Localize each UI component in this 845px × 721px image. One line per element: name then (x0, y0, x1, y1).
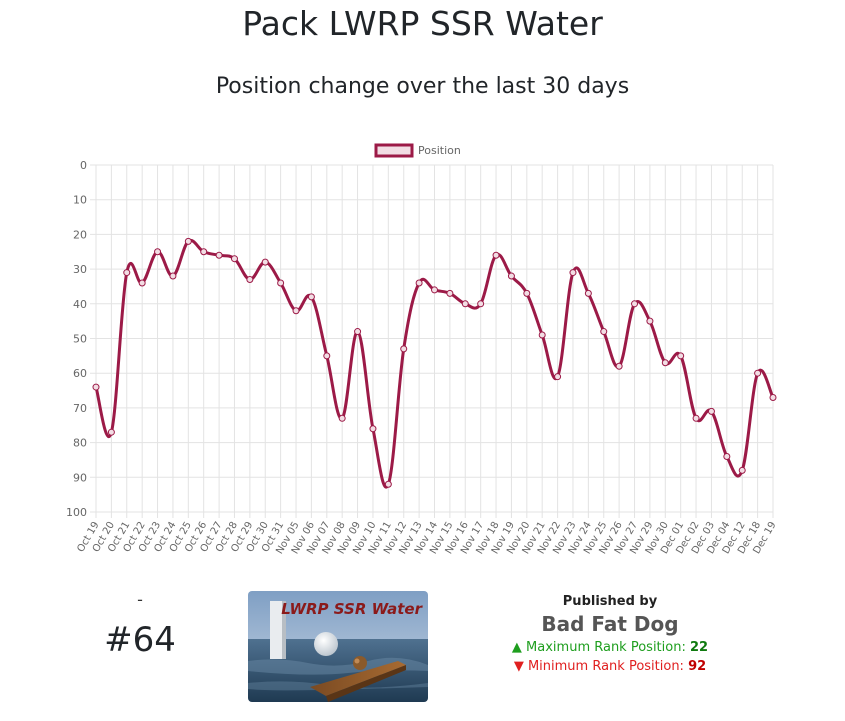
data-point[interactable] (277, 279, 285, 287)
data-point[interactable] (538, 331, 546, 339)
data-point[interactable] (230, 255, 238, 263)
data-point[interactable] (200, 248, 208, 256)
data-point[interactable] (215, 251, 223, 259)
y-tick-label: 30 (73, 263, 87, 276)
data-point[interactable] (754, 369, 762, 377)
down-arrow-icon: ▼ (513, 659, 524, 674)
data-point[interactable] (477, 300, 485, 308)
min-rank-label: Minimum Rank Position: (527, 659, 684, 674)
y-tick-label: 50 (73, 333, 87, 346)
position-points (92, 237, 777, 488)
thumbnail-scene-icon (248, 591, 428, 702)
min-rank-line: ▼ Minimum Rank Position: 92 (500, 659, 720, 674)
data-point[interactable] (523, 289, 531, 297)
data-point[interactable] (507, 272, 515, 280)
y-axis: 0 10 20 30 40 50 60 70 80 90 100 (66, 159, 87, 519)
data-point[interactable] (292, 307, 300, 315)
data-point[interactable] (246, 276, 254, 284)
data-point[interactable] (323, 352, 331, 360)
data-point[interactable] (707, 407, 715, 415)
data-point[interactable] (723, 452, 731, 460)
data-point[interactable] (123, 269, 131, 277)
data-point[interactable] (677, 352, 685, 360)
data-point[interactable] (369, 425, 377, 433)
data-point[interactable] (569, 269, 577, 277)
chart-legend[interactable]: Position (374, 143, 461, 158)
data-point[interactable] (400, 345, 408, 353)
data-point[interactable] (307, 293, 315, 301)
y-tick-label: 0 (80, 159, 87, 172)
publisher-panel: Published by Bad Fat Dog ▲ Maximum Rank … (500, 594, 720, 674)
legend-swatch (374, 143, 414, 158)
data-point[interactable] (692, 414, 700, 422)
data-point[interactable] (446, 289, 454, 297)
data-point[interactable] (738, 466, 746, 474)
current-rank: #64 (104, 620, 176, 660)
data-point[interactable] (154, 248, 162, 256)
max-rank-line: ▲ Maximum Rank Position: 22 (500, 640, 720, 655)
data-point[interactable] (169, 272, 177, 280)
y-tick-label: 60 (73, 367, 87, 380)
data-point[interactable] (138, 279, 146, 287)
page-subtitle: Position change over the last 30 days (215, 74, 630, 99)
data-point[interactable] (661, 359, 669, 367)
thumbnail-title: LWRP SSR Water (281, 600, 422, 618)
y-tick-label: 20 (73, 228, 87, 241)
data-point[interactable] (631, 300, 639, 308)
data-point[interactable] (107, 428, 115, 436)
data-point[interactable] (492, 251, 500, 259)
position-line-chart: Position 0 10 20 30 40 50 60 70 80 90 100 Oct 19Oc… (66, 143, 779, 556)
data-point[interactable] (384, 480, 392, 488)
data-point[interactable] (461, 300, 469, 308)
y-tick-label: 100 (66, 506, 87, 519)
data-point[interactable] (261, 258, 269, 266)
data-point[interactable] (354, 328, 362, 336)
min-rank-value: 92 (688, 659, 707, 674)
data-point[interactable] (554, 373, 562, 381)
y-tick-label: 10 (73, 194, 87, 207)
data-point[interactable] (600, 328, 608, 336)
y-tick-label: 80 (73, 437, 87, 450)
data-point[interactable] (415, 279, 423, 287)
max-rank-value: 22 (689, 640, 709, 655)
data-point[interactable] (184, 237, 192, 245)
data-point[interactable] (92, 383, 100, 391)
data-point[interactable] (646, 317, 654, 325)
y-tick-label: 70 (73, 402, 87, 415)
y-tick-label: 90 (73, 471, 87, 484)
data-point[interactable] (769, 393, 777, 401)
chart-grid (90, 164, 774, 518)
pack-thumbnail[interactable]: LWRP SSR Water (248, 591, 428, 702)
rank-dash: - (137, 590, 143, 609)
published-by-label: Published by (562, 594, 658, 609)
data-point[interactable] (584, 289, 592, 297)
data-point[interactable] (431, 286, 438, 294)
y-tick-label: 40 (73, 298, 87, 311)
max-rank-label: Maximum Rank Position: (526, 640, 686, 655)
page-title: Pack LWRP SSR Water (242, 4, 603, 43)
up-arrow-icon: ▲ (511, 640, 522, 655)
data-point[interactable] (338, 414, 346, 422)
publisher-name[interactable]: Bad Fat Dog (541, 612, 679, 636)
data-point[interactable] (615, 362, 623, 370)
legend-label: Position (418, 144, 461, 157)
